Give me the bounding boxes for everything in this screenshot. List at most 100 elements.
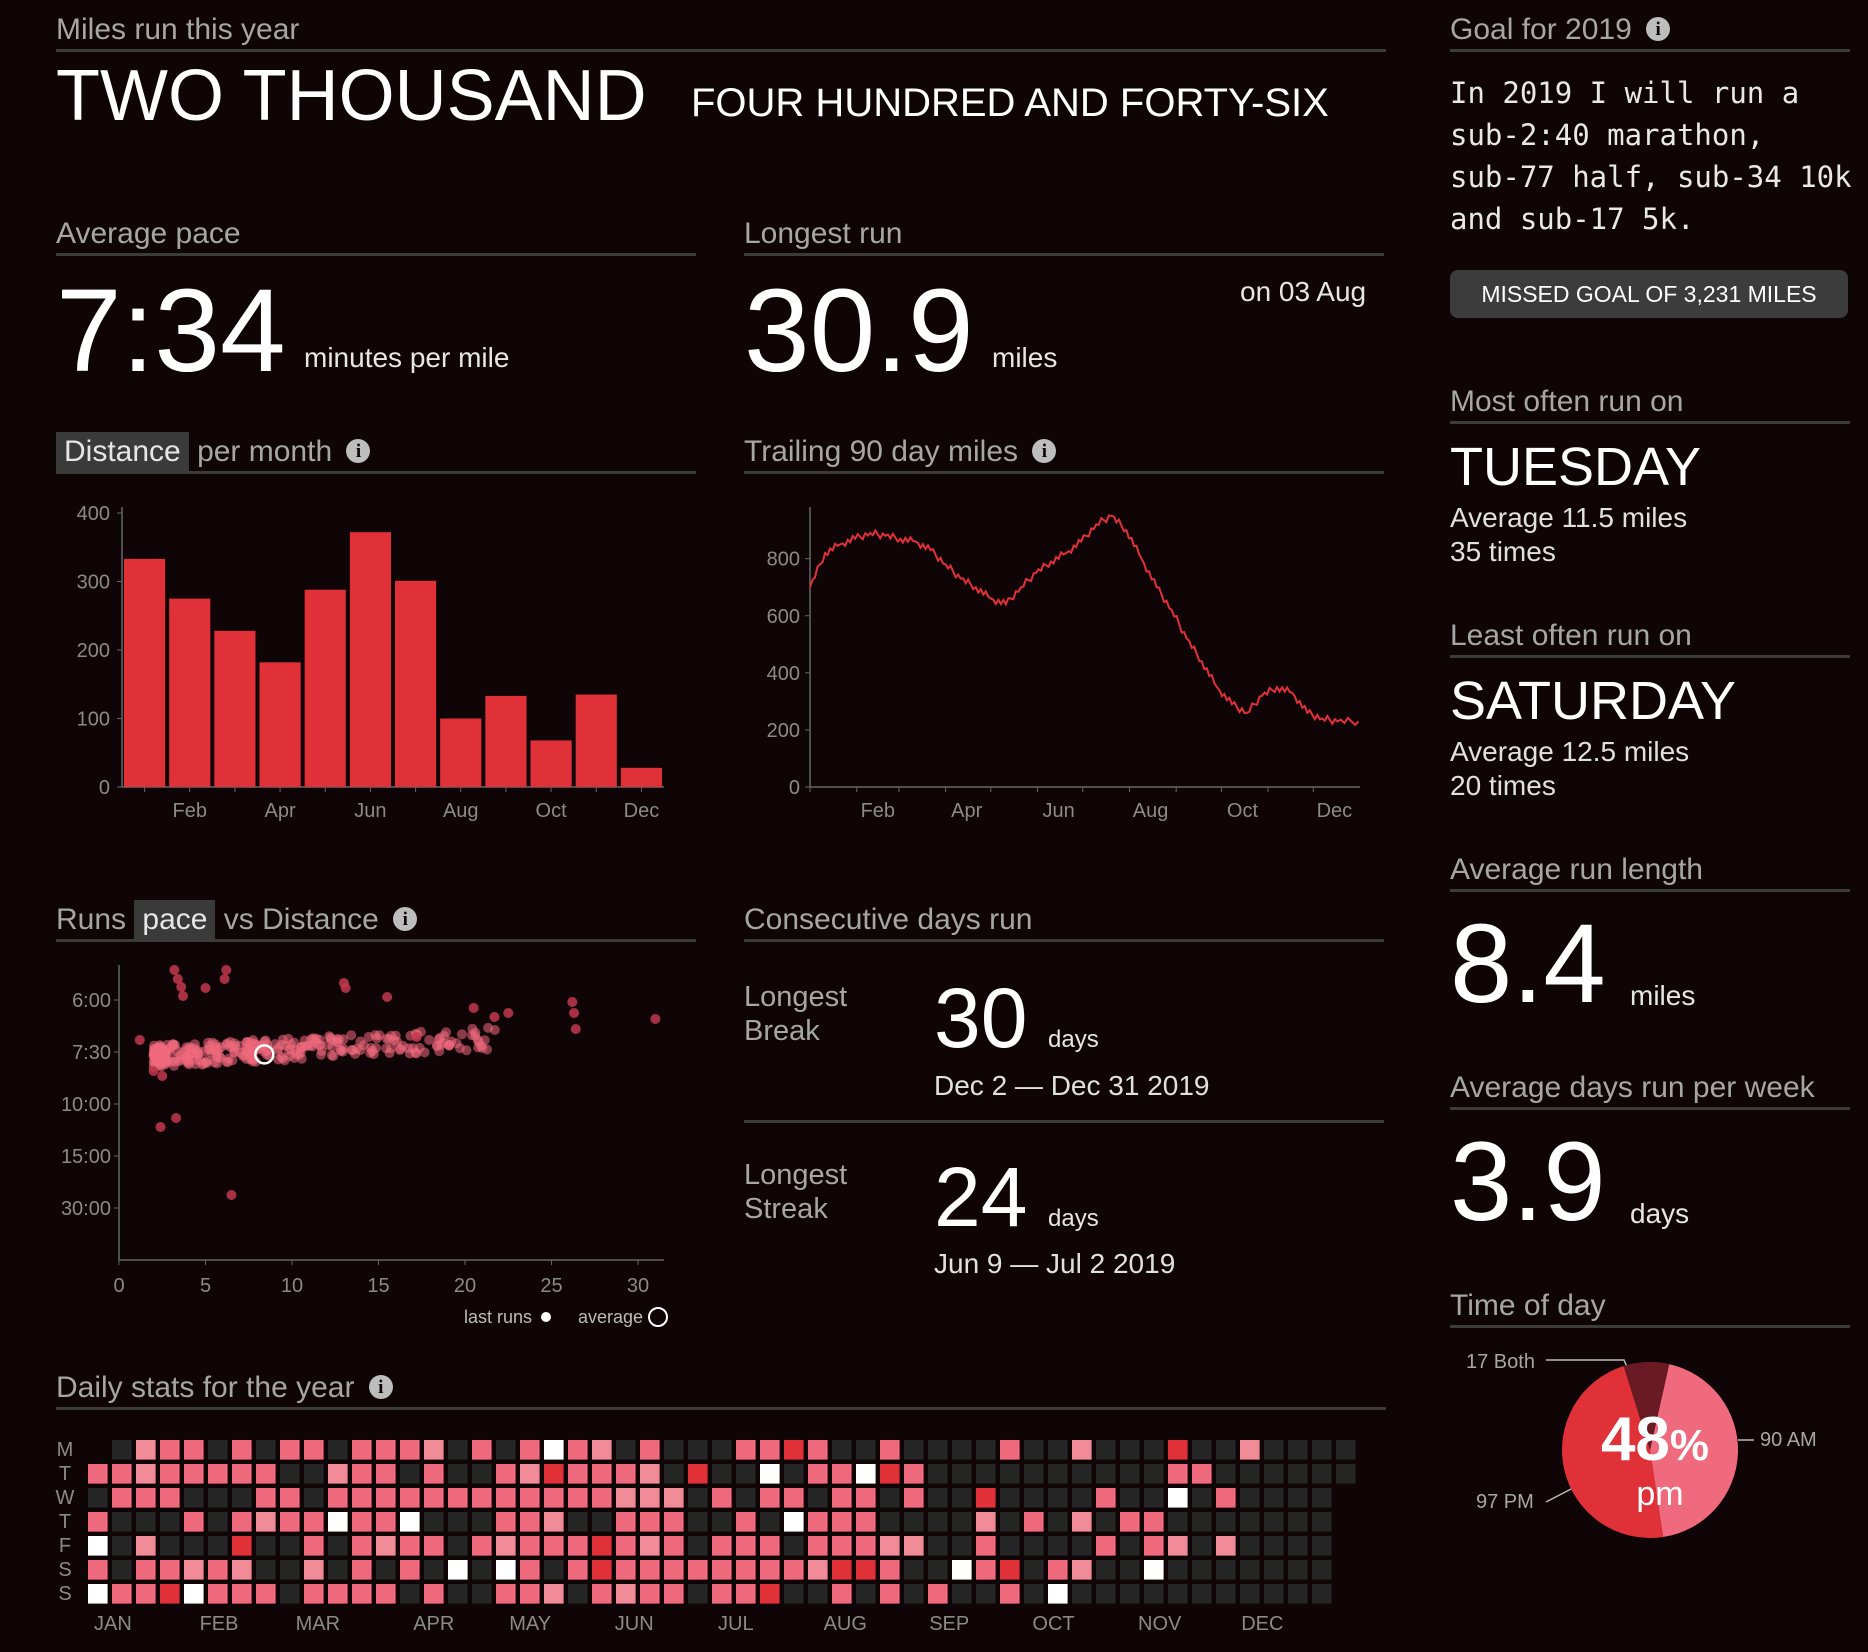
day-cell bbox=[736, 1488, 756, 1508]
distance-toggle[interactable]: Distance bbox=[56, 432, 189, 472]
day-cell bbox=[304, 1560, 324, 1580]
avg-days-week-title: Average days run per week bbox=[1450, 1071, 1815, 1104]
run-point bbox=[482, 1044, 492, 1055]
info-icon[interactable]: i bbox=[346, 439, 371, 463]
day-cell bbox=[1288, 1560, 1308, 1580]
day-cell bbox=[736, 1512, 756, 1532]
run-point bbox=[432, 1040, 443, 1051]
day-cell bbox=[1192, 1488, 1212, 1508]
day-cell bbox=[496, 1560, 516, 1580]
day-cell bbox=[1336, 1464, 1356, 1484]
day-cell bbox=[544, 1464, 564, 1484]
miles-small-number: FOUR HUNDRED AND FORTY-SIX bbox=[691, 81, 1329, 125]
day-cell bbox=[640, 1488, 660, 1508]
goal-text: In 2019 I will run a sub-2:40 marathon, … bbox=[1450, 72, 1852, 240]
day-cell bbox=[184, 1560, 204, 1580]
day-cell bbox=[592, 1488, 612, 1508]
pace-toggle[interactable]: pace bbox=[134, 900, 216, 940]
day-cell bbox=[1144, 1560, 1164, 1580]
x-tick-label: Feb bbox=[173, 800, 207, 822]
day-cell bbox=[1192, 1440, 1212, 1460]
day-cell bbox=[400, 1584, 420, 1604]
day-cell bbox=[1024, 1584, 1044, 1604]
day-cell bbox=[1216, 1536, 1236, 1556]
day-cell bbox=[664, 1536, 684, 1556]
day-cell bbox=[640, 1536, 660, 1556]
day-cell bbox=[952, 1560, 972, 1580]
info-icon[interactable]: i bbox=[393, 907, 418, 931]
day-cell bbox=[1048, 1440, 1068, 1460]
day-cell bbox=[688, 1560, 708, 1580]
day-cell bbox=[1144, 1512, 1164, 1532]
day-cell bbox=[256, 1464, 276, 1484]
most-often-avg: Average 11.5 miles bbox=[1450, 502, 1688, 533]
day-cell bbox=[1000, 1584, 1020, 1604]
day-cell bbox=[208, 1584, 228, 1604]
day-cell bbox=[88, 1560, 108, 1580]
day-cell bbox=[448, 1536, 468, 1556]
day-cell bbox=[664, 1464, 684, 1484]
day-cell bbox=[1216, 1560, 1236, 1580]
pace-scatter-chart: 6:00 7:30 10:00 15:00 30:00 0 5 10 15 20 25 30 last … bbox=[61, 965, 668, 1327]
day-cell bbox=[424, 1440, 444, 1460]
day-cell bbox=[568, 1584, 588, 1604]
day-cell bbox=[184, 1464, 204, 1484]
day-cell bbox=[232, 1560, 252, 1580]
day-cell bbox=[1288, 1488, 1308, 1508]
day-cell bbox=[880, 1512, 900, 1532]
day-cell bbox=[688, 1464, 708, 1484]
day-cell bbox=[1216, 1488, 1236, 1508]
run-point bbox=[346, 1030, 357, 1041]
run-point bbox=[338, 1043, 349, 1054]
day-cell bbox=[280, 1536, 300, 1556]
day-cell bbox=[472, 1584, 492, 1604]
day-cell bbox=[160, 1536, 180, 1556]
least-often-header: Least often run on bbox=[1450, 614, 1850, 658]
day-cell bbox=[256, 1512, 276, 1532]
day-cell bbox=[808, 1584, 828, 1604]
scatter-points bbox=[134, 965, 661, 1200]
day-cell bbox=[88, 1488, 108, 1508]
month-label: JUN bbox=[615, 1613, 654, 1635]
day-cell bbox=[376, 1584, 396, 1604]
day-cell bbox=[88, 1536, 108, 1556]
run-point bbox=[338, 1034, 349, 1045]
day-cell bbox=[808, 1440, 828, 1460]
day-cell bbox=[208, 1488, 228, 1508]
day-cell bbox=[664, 1488, 684, 1508]
day-cell bbox=[1072, 1536, 1092, 1556]
day-cell bbox=[880, 1488, 900, 1508]
day-cell bbox=[952, 1440, 972, 1460]
day-cell bbox=[1024, 1440, 1044, 1460]
day-cell bbox=[352, 1488, 372, 1508]
consecutive-title: Consecutive days run bbox=[744, 903, 1033, 936]
day-cell bbox=[736, 1536, 756, 1556]
day-cell bbox=[688, 1584, 708, 1604]
day-cell bbox=[376, 1560, 396, 1580]
day-cell bbox=[640, 1440, 660, 1460]
pie-center-percent: 48% bbox=[1601, 1405, 1709, 1474]
day-cell bbox=[712, 1560, 732, 1580]
info-icon[interactable]: i bbox=[368, 1375, 393, 1399]
day-cell bbox=[160, 1488, 180, 1508]
info-icon[interactable]: i bbox=[1032, 439, 1057, 463]
least-often-day: SATURDAY bbox=[1450, 671, 1737, 731]
run-point bbox=[200, 983, 211, 993]
day-cell bbox=[424, 1584, 444, 1604]
day-cell bbox=[880, 1464, 900, 1484]
info-icon[interactable]: i bbox=[1646, 17, 1671, 41]
day-cell bbox=[856, 1584, 876, 1604]
day-cell bbox=[1312, 1440, 1332, 1460]
run-point bbox=[483, 1022, 494, 1033]
bar-mar bbox=[214, 630, 256, 787]
x-tick-label: Apr bbox=[265, 800, 296, 822]
y-tick-label: 0 bbox=[99, 777, 110, 799]
avg-run-length-title: Average run length bbox=[1450, 853, 1703, 886]
day-cell bbox=[904, 1464, 924, 1484]
day-cell bbox=[1120, 1464, 1140, 1484]
day-cell bbox=[1000, 1536, 1020, 1556]
most-often-day: TUESDAY bbox=[1450, 437, 1702, 497]
x-tick-label: Jun bbox=[1043, 800, 1075, 822]
day-cell bbox=[256, 1488, 276, 1508]
day-cell bbox=[544, 1440, 564, 1460]
